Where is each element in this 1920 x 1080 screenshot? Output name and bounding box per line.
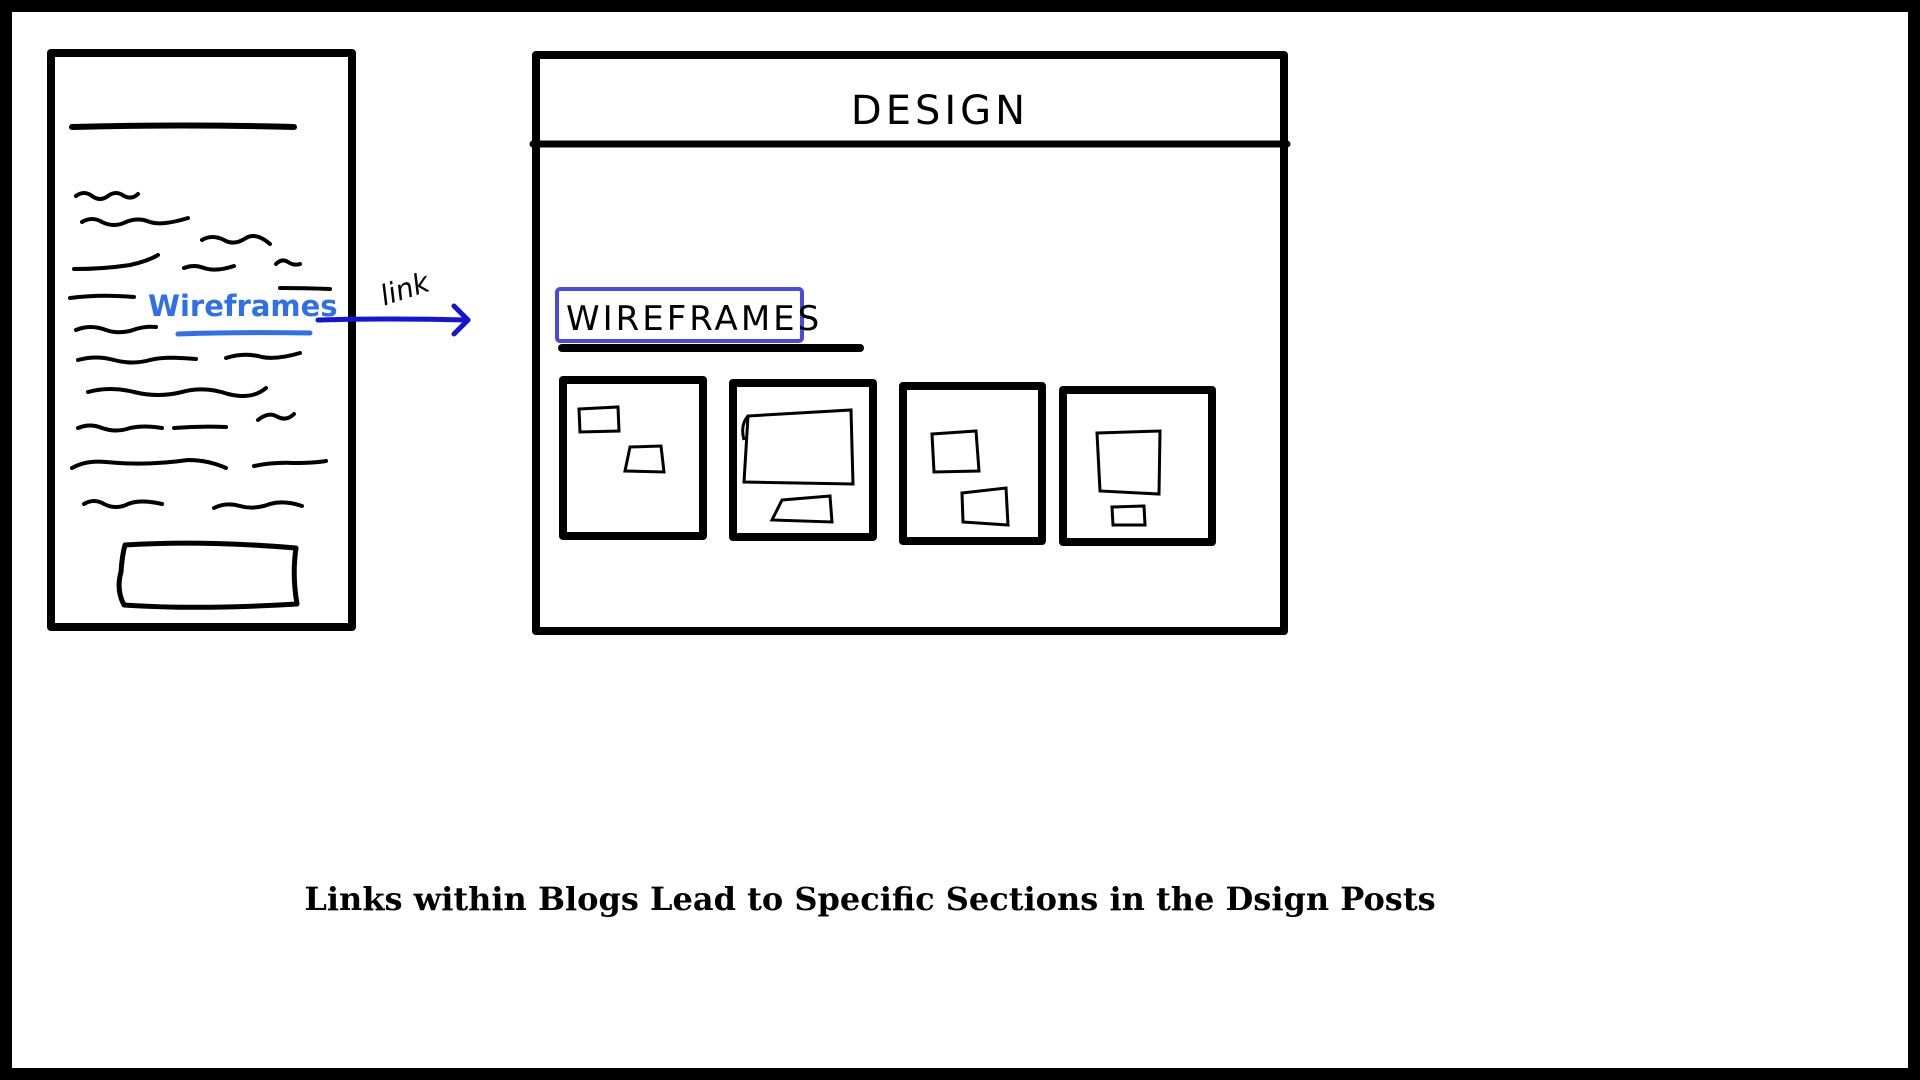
thumbnail-4-shape [1095,429,1162,496]
text-squiggle [200,234,272,246]
design-panel: DESIGN WIREFRAMES [529,51,1291,635]
wireframes-link[interactable]: Wireframes [148,289,338,337]
design-page-title: DESIGN [851,88,1029,134]
text-squiggle [76,423,164,433]
thumbnail-2-shape [769,494,834,524]
text-squiggle [172,424,228,430]
thumbnail-4-frame[interactable] [1059,386,1216,546]
wireframes-section: WIREFRAMES [555,287,864,352]
thumbnail-1[interactable] [559,376,707,540]
thumbnail-1-shape [623,444,666,474]
link-arrow-label: link [376,265,435,312]
diagram-caption: Links within Blogs Lead to Specific Sect… [304,880,1436,918]
text-squiggle [256,412,296,422]
thumbnail-3-frame[interactable] [899,382,1046,545]
thumbnail-2-frame[interactable] [729,379,877,541]
link-arrow-shaft [315,316,471,323]
wireframes-link-underline [175,330,313,337]
text-squiggle [224,351,302,360]
text-squiggle [274,258,302,267]
blog-button[interactable] [116,540,300,610]
blog-panel: Wireframes [47,49,356,631]
wireframes-heading-box [555,287,804,343]
wireframes-heading-text: WIREFRAMES [566,299,822,339]
text-squiggle [278,286,332,291]
text-squiggle [252,459,328,468]
design-panel-frame [532,51,1288,635]
link-arrow-head [451,303,471,337]
link-connector: link [315,265,471,337]
text-squiggle [212,500,304,510]
blog-panel-frame [47,49,356,631]
thumbnail-3-shape [930,429,981,474]
wireframes-link-text[interactable]: Wireframes [148,289,338,323]
thumbnail-1-shape [577,405,621,434]
blog-text-lines [68,191,332,510]
text-squiggle [68,293,136,300]
text-squiggle [74,324,158,335]
blog-title-line [69,122,297,130]
wireframe-thumbnails [559,376,1216,546]
thumbnail-3[interactable] [899,382,1046,545]
thumbnail-3-shape [960,486,1010,527]
text-squiggle [72,253,160,271]
text-squiggle [70,457,228,470]
thumbnail-4[interactable] [1059,386,1216,546]
thumbnail-4-shape [1110,504,1147,527]
text-squiggle [182,264,236,272]
text-squiggle [86,386,268,398]
text-squiggle [76,355,198,365]
thumbnail-2[interactable] [729,379,877,541]
text-squiggle [82,499,164,509]
thumbnail-2-shape [741,408,855,486]
text-squiggle [74,191,140,201]
text-squiggle [80,216,190,227]
thumbnail-1-frame[interactable] [559,376,707,540]
